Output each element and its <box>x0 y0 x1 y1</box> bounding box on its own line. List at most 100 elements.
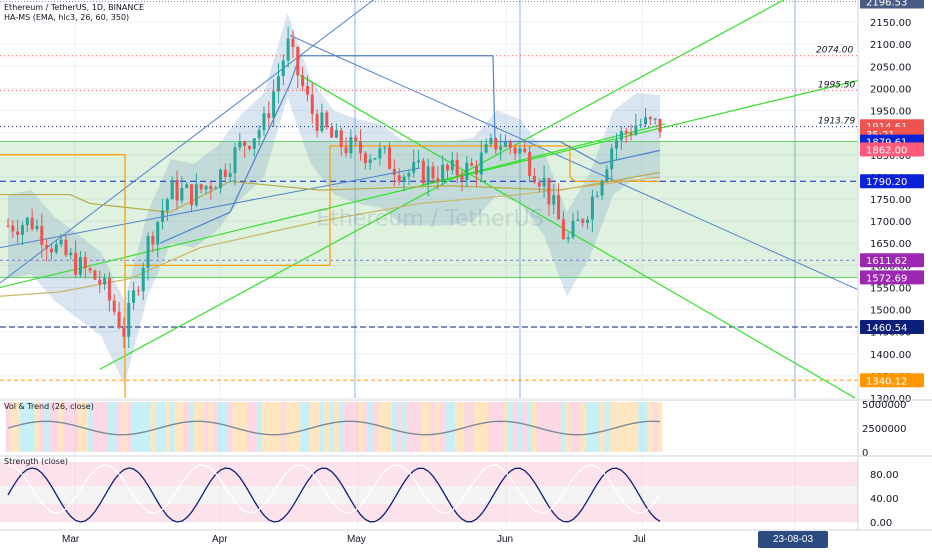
candle-body <box>286 38 290 61</box>
candle-body <box>523 148 527 153</box>
candle-body <box>339 130 343 148</box>
vol-trend-bg <box>469 402 475 452</box>
vol-trend-bg <box>338 402 344 452</box>
y-tick-label: 1550.00 <box>870 283 911 294</box>
green-down-trend <box>299 74 856 399</box>
candle-body <box>185 184 189 188</box>
price-badge <box>860 142 924 157</box>
vol-trend-bg <box>251 402 257 452</box>
vol-trend-bg <box>628 402 634 452</box>
vol-trend-bg <box>580 402 586 452</box>
vol-trend-bg <box>102 402 107 452</box>
candle-body <box>518 148 522 154</box>
vol-trend-bg <box>478 402 484 452</box>
candle-body <box>252 138 256 149</box>
vol-trend-bg <box>198 402 204 452</box>
olive-line-2 <box>0 176 661 297</box>
vol-trend-bg <box>97 402 103 452</box>
price-badge-label: 1572.69 <box>866 273 907 284</box>
candle-body <box>388 147 392 169</box>
vol-trend-bg <box>387 402 392 452</box>
strength-tick-label: 40.00 <box>870 494 899 505</box>
candle-body <box>6 225 10 227</box>
candle-body <box>78 257 82 275</box>
candle-body <box>40 225 44 246</box>
candle-body <box>16 231 20 235</box>
vol-trend-bg <box>498 402 504 452</box>
month-label-jun: Jun <box>497 534 514 545</box>
candle-body <box>417 160 421 163</box>
vol-trend-bg <box>362 402 368 452</box>
vol-trend-bg <box>92 402 98 452</box>
candle-body <box>359 141 363 154</box>
candle-body <box>281 60 285 76</box>
candle-body <box>363 153 367 163</box>
vol-trend-bg <box>647 402 653 452</box>
blue-step-line <box>159 55 661 244</box>
vol-trend-bg <box>87 402 93 452</box>
vol-trend-bg <box>44 402 50 452</box>
candle-body <box>532 176 536 183</box>
candle-body <box>542 178 546 187</box>
vol-trend-bg <box>353 402 359 452</box>
price-badge <box>860 174 924 189</box>
candle-body <box>146 236 150 268</box>
vol-trend-bg <box>237 402 243 452</box>
candle-body <box>190 184 194 206</box>
candle-body <box>83 257 87 269</box>
vol-trend-bg <box>256 402 262 452</box>
vol-trend-bg <box>24 402 30 452</box>
candle-body <box>455 159 459 176</box>
price-badge-label: 1790.20 <box>866 177 907 188</box>
candle-body <box>499 146 503 150</box>
vol-trend-bg <box>643 402 648 452</box>
vol-tick-label: 0 <box>862 448 868 459</box>
candle-body <box>243 141 247 147</box>
candle-body <box>233 147 237 174</box>
vol-trend-bg <box>541 402 547 452</box>
candle-body <box>45 245 49 249</box>
candle-body <box>219 169 223 188</box>
vol-trend-bg <box>218 402 223 452</box>
candle-body <box>397 175 401 182</box>
candle-body <box>547 178 551 205</box>
vol-trend-bg <box>493 402 499 452</box>
vol-trend-bg <box>193 402 199 452</box>
candle-body <box>624 130 628 133</box>
candle-body <box>11 225 15 232</box>
vol-trend-bg <box>633 402 639 452</box>
candle-body <box>276 75 280 92</box>
candle-body <box>112 300 116 312</box>
candle-body <box>465 162 469 181</box>
vol-trend-bg <box>15 402 21 452</box>
candle-body <box>494 138 498 150</box>
candle-body <box>315 114 319 131</box>
y-tick-label: 1400.00 <box>870 350 911 361</box>
y-tick-label: 1700.00 <box>870 217 911 228</box>
price-badge-label: 1611.62 <box>866 256 907 267</box>
candle-body <box>223 169 227 177</box>
candle-body <box>644 117 648 125</box>
candle-body <box>648 117 652 120</box>
vol-trend-bg <box>575 402 581 452</box>
candle-body <box>30 217 34 230</box>
y-tick-label: 1500.00 <box>870 306 911 317</box>
vol-trend-bg <box>594 402 600 452</box>
candle-body <box>484 144 488 153</box>
level-annotation: 1913.79 <box>818 117 855 127</box>
y-tick-label: 2000.00 <box>870 84 911 95</box>
vol-trend-bg <box>609 402 615 452</box>
vol-trend-bg <box>652 402 658 452</box>
candle-body <box>180 187 184 201</box>
candle-body <box>107 278 111 301</box>
price-badge-label: 1460.54 <box>866 323 907 334</box>
candle-body <box>161 210 165 222</box>
vol-trend-bg <box>126 402 132 452</box>
vol-trend-bg <box>343 402 349 452</box>
vol-trend-bg <box>34 402 40 452</box>
candle-body <box>586 219 590 223</box>
candle-body <box>581 219 585 223</box>
candle-body <box>431 166 435 179</box>
